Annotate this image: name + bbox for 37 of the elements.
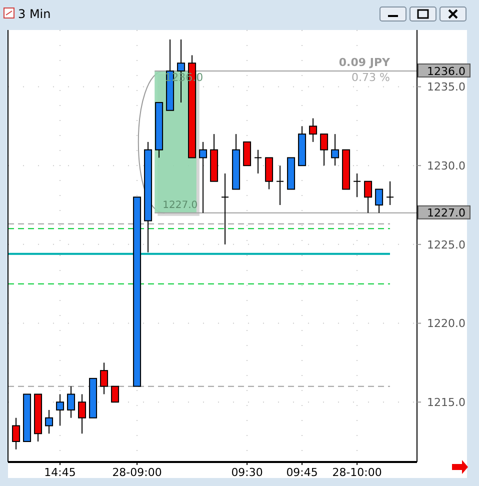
x-tick-label: 28-10:00 <box>332 466 382 479</box>
y-tick-label: 1220.0 <box>427 317 466 330</box>
x-tick-label: 09:30 <box>231 466 263 479</box>
candlestick <box>320 134 328 166</box>
candlestick <box>100 362 108 395</box>
candlestick <box>386 180 394 206</box>
x-tick-label: 14:45 <box>44 466 76 479</box>
candlestick <box>56 394 64 426</box>
candlestick <box>254 149 262 174</box>
y-tick-label: 1230.0 <box>427 159 466 172</box>
candlestick <box>353 172 362 198</box>
candlestick <box>331 134 340 166</box>
annotation: 1236.0 <box>164 70 204 84</box>
y-tick-label: 1235.0 <box>427 80 466 94</box>
chart-title: 3 Min <box>18 7 51 21</box>
candlestick <box>276 165 284 206</box>
ref-line-label: 1236.0 <box>427 64 466 78</box>
candlestick <box>364 180 372 214</box>
y-tick-label: 1215.0 <box>427 396 466 409</box>
x-tick-label: 28-09:00 <box>112 466 162 479</box>
annotation: 1227.0 <box>162 200 198 211</box>
x-tick-label: 09:45 <box>286 466 318 479</box>
candlestick <box>265 157 274 190</box>
y-tick-label: 1225.0 <box>427 238 466 252</box>
candlestick <box>221 172 230 245</box>
candlestick <box>199 141 208 214</box>
candlestick <box>12 417 20 450</box>
candlestick <box>111 386 120 403</box>
candlestick <box>309 118 318 142</box>
candlestick <box>375 188 384 214</box>
candlestick <box>67 386 76 418</box>
candlestick <box>78 394 86 434</box>
annotation: 0.73 % <box>352 70 390 84</box>
candlestick <box>45 409 54 434</box>
ref-line-label: 1227.0 <box>427 206 466 220</box>
annotation: 0.09 JPY <box>338 56 392 69</box>
candlestick <box>243 141 252 166</box>
